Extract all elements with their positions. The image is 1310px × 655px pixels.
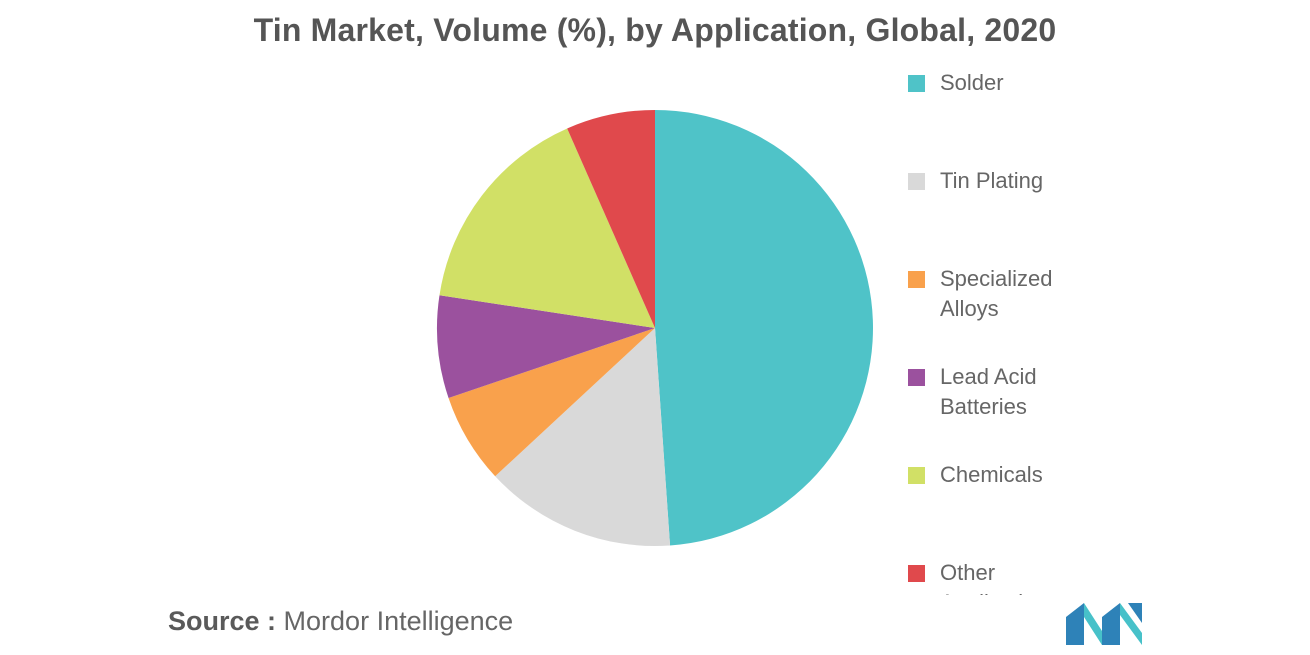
pie-slice-chemicals — [439, 128, 655, 328]
legend-label-specialized-alloys: Specialized Alloys — [940, 266, 1053, 321]
source-note: Source : Mordor Intelligence — [168, 606, 513, 637]
pie-slice-other-applications — [567, 110, 655, 328]
legend-label-tin-plating: Tin Plating — [940, 168, 1044, 193]
legend-swatch-specialized-alloys — [908, 271, 925, 288]
legend-item-chemicals: Chemicals — [908, 460, 1090, 490]
pie-slice-tin-plating — [495, 328, 671, 546]
source-value: Mordor Intelligence — [283, 606, 514, 636]
legend-item-solder: Solder — [908, 68, 1090, 98]
mordor-intelligence-logo-icon — [1066, 603, 1142, 645]
legend-label-lead-acid-batteries: Lead Acid Batteries — [940, 364, 1037, 419]
legend-swatch-tin-plating — [908, 173, 925, 190]
pie-slice-lead-acid-batteries — [437, 295, 655, 398]
legend-label-solder: Solder — [940, 70, 1004, 95]
legend-item-lead-acid-batteries: Lead Acid Batteries — [908, 362, 1090, 422]
legend-swatch-other-applications — [908, 565, 925, 582]
pie-slice-solder — [655, 110, 873, 546]
legend-swatch-chemicals — [908, 467, 925, 484]
legend-item-specialized-alloys: Specialized Alloys — [908, 264, 1090, 324]
legend-item-tin-plating: Tin Plating — [908, 166, 1090, 196]
legend-item-other-applications: Other Applications — [908, 558, 1090, 595]
pie-chart — [437, 110, 873, 546]
legend-label-chemicals: Chemicals — [940, 462, 1043, 487]
pie-slice-specialized-alloys — [448, 328, 655, 477]
legend: Solder Tin Plating Specialized Alloys Le… — [908, 68, 1108, 595]
legend-swatch-lead-acid-batteries — [908, 369, 925, 386]
source-key: Source : — [168, 606, 277, 636]
legend-label-other-applications: Other Applications — [940, 560, 1059, 595]
chart-title: Tin Market, Volume (%), by Application, … — [253, 12, 1057, 48]
legend-swatch-solder — [908, 75, 925, 92]
